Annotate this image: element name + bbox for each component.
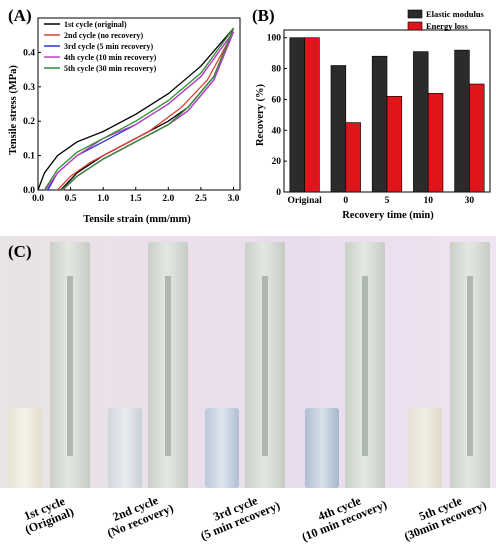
chart-a-ylabel: Tensile stress (MPa) — [8, 65, 19, 155]
cycle-label-4: 4th cycle (10 min recovery) — [289, 483, 395, 546]
chart-b-ytick-label-2: 40 — [272, 126, 282, 136]
chart-b-ytick-label-1: 20 — [272, 157, 282, 167]
chart-b-xtick-label-1: 0 — [343, 196, 348, 206]
panel-a-letter: (A) — [8, 6, 32, 25]
unstretched-specimen-3 — [205, 408, 239, 488]
gauge-line-1 — [67, 276, 73, 456]
chart-a-ytick-label-4: 0.4 — [23, 48, 35, 58]
chart-b-bar-2-2 — [386, 96, 403, 193]
chart-b-xtick-label-0: Original — [287, 196, 322, 206]
cycle-label-3: 3rd cycle (5 min recovery) — [187, 484, 289, 546]
chart-b-ytick-label-4: 80 — [272, 65, 282, 75]
chart-b-legend-swatch-1 — [407, 9, 423, 19]
gauge-line-3 — [262, 276, 268, 456]
cycle-label-strip: 1st cycle (Original) 2nd cycle (No recov… — [0, 488, 496, 550]
chart-a-xtick-label-5: 2.5 — [195, 194, 207, 204]
panel-c-letter: (C) — [8, 242, 32, 261]
unstretched-specimen-4 — [305, 408, 339, 488]
chart-b-ytick-label-3: 60 — [272, 95, 282, 105]
chart-b-xtick-label-4: 30 — [465, 196, 475, 206]
chart-b-bar-1-1 — [330, 65, 347, 193]
chart-a-ytick-label-1: 0.1 — [23, 152, 35, 162]
chart-a-legend-label-5: 5th cycle (30 min recovery) — [64, 64, 157, 73]
chart-a-legend-label-1: 1st cycle (original) — [64, 20, 127, 29]
chart-b-bar-2-4 — [469, 83, 485, 193]
chart-a-xtick-label-3: 1.5 — [130, 194, 142, 204]
chart-a-legend-label-3: 3rd cycle (5 min recovery) — [64, 42, 153, 51]
gauge-line-4 — [362, 276, 368, 456]
unstretched-specimen-1 — [8, 408, 42, 488]
chart-b-bar-2-1 — [345, 122, 361, 193]
chart-a-frame — [37, 17, 241, 191]
chart-a-xtick-label-2: 1.0 — [97, 194, 109, 204]
chart-a-legend-label-4: 4th cycle (10 min recovery) — [64, 53, 157, 62]
chart-a-xtick-label-1: 0.5 — [65, 194, 77, 204]
chart-b-xtick-label-3: 10 — [423, 196, 433, 206]
gauge-line-2 — [165, 276, 171, 456]
chart-b-xtick-label-2: 5 — [385, 196, 390, 206]
chart-a-ytick-label-2: 0.2 — [23, 117, 35, 127]
chart-b-ytick-label-0: 0 — [276, 188, 281, 198]
chart-b-bar-2-0 — [304, 37, 320, 193]
chart-a-ytick-label-0: 0.0 — [23, 186, 35, 196]
chart-a-legend-label-2: 2nd cycle (no recovery) — [64, 31, 143, 40]
stress-strain-chart: 0.0 0.5 1.0 1.5 2.0 2.5 3.0 0.0 0.1 0.2 0.3 0.4 1st… — [8, 17, 241, 225]
chart-a-xtick-label-6: 3.0 — [228, 194, 240, 204]
chart-b-bar-2-3 — [427, 93, 444, 193]
chart-b-legend-label-2: Energy loss — [426, 21, 468, 31]
chart-b-legend-label-1: Elastic modulus — [426, 9, 485, 19]
panel-b-letter: (B) — [252, 6, 275, 25]
unstretched-specimen-2 — [108, 408, 142, 488]
chart-b-ylabel: Recovery (%) — [255, 83, 266, 146]
chart-a-xtick-label-0: 0.0 — [32, 194, 44, 204]
cycle-label-1: 1st cycle (Original) — [10, 490, 85, 540]
chart-a-series-line-5 — [43, 27, 235, 191]
recovery-bar-chart: 0 20 40 60 80 100 Original 0 5 10 30 Elastic modul… — [255, 9, 491, 221]
chart-b-bar-1-4 — [454, 49, 470, 193]
chart-b-legend-swatch-2 — [407, 21, 423, 31]
unstretched-specimen-5 — [408, 408, 442, 488]
chart-a-xlabel: Tensile strain (mm/mm) — [83, 214, 191, 225]
chart-b-ytick-label-5: 100 — [267, 34, 282, 44]
chart-b-bar-1-3 — [413, 51, 429, 193]
chart-a-ytick-label-3: 0.3 — [23, 83, 35, 93]
chart-b-bar-1-0 — [289, 37, 305, 193]
chart-b-bar-1-2 — [371, 55, 388, 193]
chart-a-xtick-label-4: 2.0 — [162, 194, 174, 204]
cycle-label-5: 5th cycle (30min recovery) — [394, 485, 493, 545]
gauge-line-5 — [467, 276, 473, 456]
chart-b-xlabel: Recovery time (min) — [342, 210, 434, 221]
cycle-label-2: 2nd cycle (No recovery) — [96, 488, 180, 542]
